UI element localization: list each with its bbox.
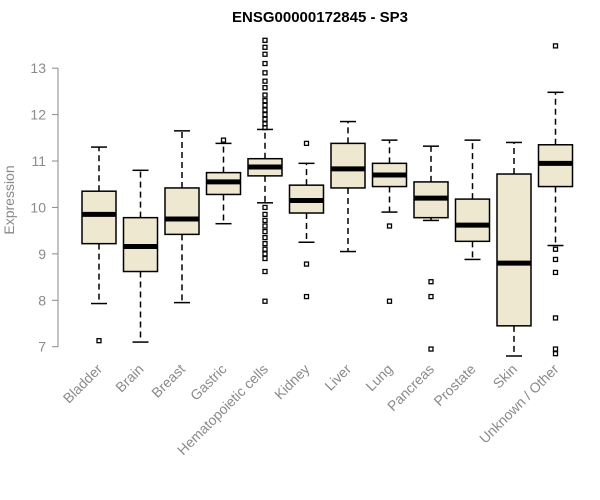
outlier-point [552, 346, 559, 352]
outlier-point [552, 256, 559, 263]
x-tick-label: Unknown / Other [476, 361, 562, 447]
x-tick-label: Brain [112, 361, 146, 395]
box [454, 198, 491, 243]
outlier-point [262, 204, 268, 211]
box [81, 190, 117, 245]
box-group-liver [330, 120, 366, 253]
outlier-point [386, 223, 393, 229]
outlier-point [262, 70, 268, 76]
outlier-point [552, 315, 559, 321]
outlier-point [262, 246, 268, 252]
box-group-breast [164, 130, 200, 304]
y-tick-label: 12 [30, 107, 46, 123]
outlier-point [262, 234, 268, 241]
outlier-point [552, 43, 559, 49]
outlier-point [262, 92, 268, 98]
box-group-prostate [454, 139, 491, 261]
outlier-point [96, 338, 102, 344]
outlier-point [303, 293, 310, 300]
outlier-point [262, 228, 268, 235]
outlier-point [262, 98, 268, 104]
outlier-point [552, 351, 559, 357]
outlier-point [262, 78, 268, 84]
y-axis-label: Expression [1, 165, 17, 234]
box-group-pancreas [413, 145, 449, 352]
outlier-point [552, 269, 559, 276]
axes: 7 8 9 10 11 12 13 [30, 60, 59, 355]
x-tick-label: Bladder [60, 361, 106, 407]
outlier-point [262, 211, 268, 218]
x-tick-label: Breast [148, 361, 188, 401]
box-group-gastric [205, 137, 242, 225]
y-tick-label: 10 [30, 199, 46, 215]
outlier-point [262, 85, 268, 91]
outlier-point [262, 60, 268, 67]
outlier-point [262, 111, 268, 118]
x-tick-label: Lung [362, 361, 395, 394]
outlier-point [262, 298, 268, 304]
x-tick-label: Prostate [430, 361, 478, 409]
outlier-point [552, 246, 559, 252]
outlier-point [262, 102, 268, 108]
outlier-point [428, 293, 434, 300]
box-group-brain [122, 169, 159, 343]
outlier-point [262, 124, 268, 131]
outlier-point [262, 217, 268, 224]
outlier-point [262, 116, 268, 122]
outlier-point [262, 255, 268, 262]
outlier-point [428, 279, 434, 285]
x-tick-label: Skin [490, 361, 521, 392]
box-group-kidney [288, 140, 325, 300]
y-tick-label: 9 [38, 246, 46, 262]
outlier-point [262, 44, 268, 50]
outlier-point [303, 261, 310, 267]
x-tick-label: Liver [321, 361, 354, 394]
outlier-point [262, 241, 268, 247]
chart-title: ENSG00000172845 - SP3 [232, 9, 408, 26]
outlier-point [386, 298, 393, 304]
y-tick-label: 7 [38, 339, 46, 355]
x-tick-label: Kidney [271, 361, 313, 403]
box [496, 173, 532, 327]
outlier-point [262, 268, 268, 275]
outlier-point [303, 140, 310, 147]
box [330, 142, 366, 189]
box-group-skin [496, 141, 532, 357]
box-group-unknown-other [537, 43, 574, 357]
box-group-bladder [81, 146, 117, 344]
outlier-point [262, 37, 268, 43]
outlier-point [262, 223, 268, 229]
box [164, 187, 200, 236]
y-tick-label: 11 [31, 153, 46, 169]
boxes [81, 37, 574, 357]
box-group-lung [371, 139, 408, 304]
outlier-point [262, 51, 268, 57]
box-group-hematopoietic-cells [247, 37, 283, 304]
outlier-point [262, 251, 268, 257]
outlier-point [220, 137, 227, 143]
y-tick-label: 13 [30, 60, 46, 76]
y-tick-label: 8 [38, 292, 46, 308]
outlier-point [262, 107, 268, 113]
outlier-point [428, 346, 434, 352]
